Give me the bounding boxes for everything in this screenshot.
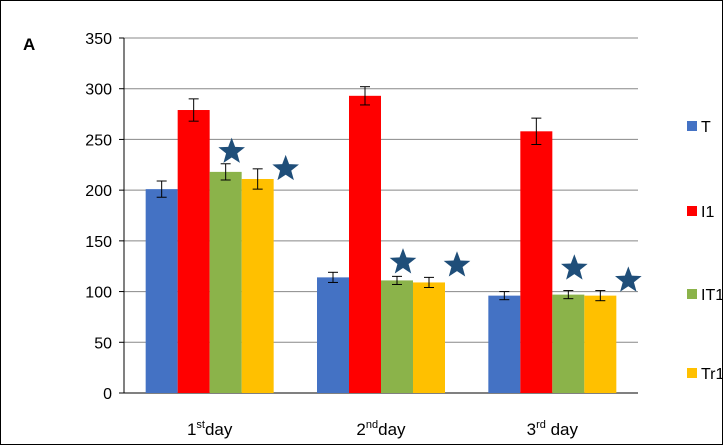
legend-label-Tr1: Tr1	[701, 366, 723, 383]
significance-star	[389, 248, 417, 274]
significance-stars	[218, 137, 642, 292]
bar-I1-3	[520, 131, 553, 394]
bar-I1-1	[177, 110, 210, 393]
y-tick-label: 100	[85, 285, 112, 302]
y-tick-label: 50	[94, 335, 112, 352]
y-tick-label: 150	[85, 234, 112, 251]
y-tick-label: 250	[85, 132, 112, 149]
x-axis-tick-labels: 1stday 2ndday 3rd day	[187, 419, 579, 439]
significance-star	[443, 251, 471, 277]
bar-T-3	[488, 295, 521, 393]
bar-T-1	[145, 189, 178, 393]
y-tick-label: 0	[103, 386, 112, 403]
panel-label: A	[23, 35, 35, 54]
legend-swatch-T	[687, 121, 697, 131]
significance-star	[561, 254, 588, 280]
y-tick-label: 200	[85, 183, 112, 200]
bar-IT1-3	[552, 294, 585, 393]
bar-Tr1-1	[241, 178, 274, 393]
bar-IT1-2	[381, 280, 413, 393]
legend-swatch-IT1	[687, 289, 697, 299]
significance-star	[272, 154, 299, 181]
y-tick-label: 350	[85, 31, 112, 48]
legend-label-T: T	[701, 119, 711, 136]
bar-Tr1-2	[413, 282, 445, 393]
legend: T I1 IT1 Tr1	[687, 119, 723, 383]
y-axis-tick-labels: 0 50 100 150 200 250 300 350	[85, 31, 112, 403]
legend-swatch-I1	[687, 206, 697, 216]
significance-star	[218, 137, 245, 163]
bar-I1-2	[349, 95, 381, 394]
x-tick-label: 1stday	[187, 419, 233, 439]
legend-label-IT1: IT1	[701, 287, 723, 304]
error-bars	[156, 86, 606, 302]
x-tick-label: 3rd day	[527, 419, 579, 439]
legend-label-I1: I1	[701, 204, 714, 221]
bar-T-2	[317, 277, 349, 393]
significance-star	[615, 266, 642, 292]
legend-swatch-Tr1	[687, 368, 697, 378]
bars	[145, 95, 617, 394]
bar-IT1-1	[209, 171, 242, 393]
x-tick-label: 2ndday	[356, 419, 406, 439]
bar-Tr1-3	[584, 295, 617, 393]
y-tick-label: 300	[85, 82, 112, 99]
